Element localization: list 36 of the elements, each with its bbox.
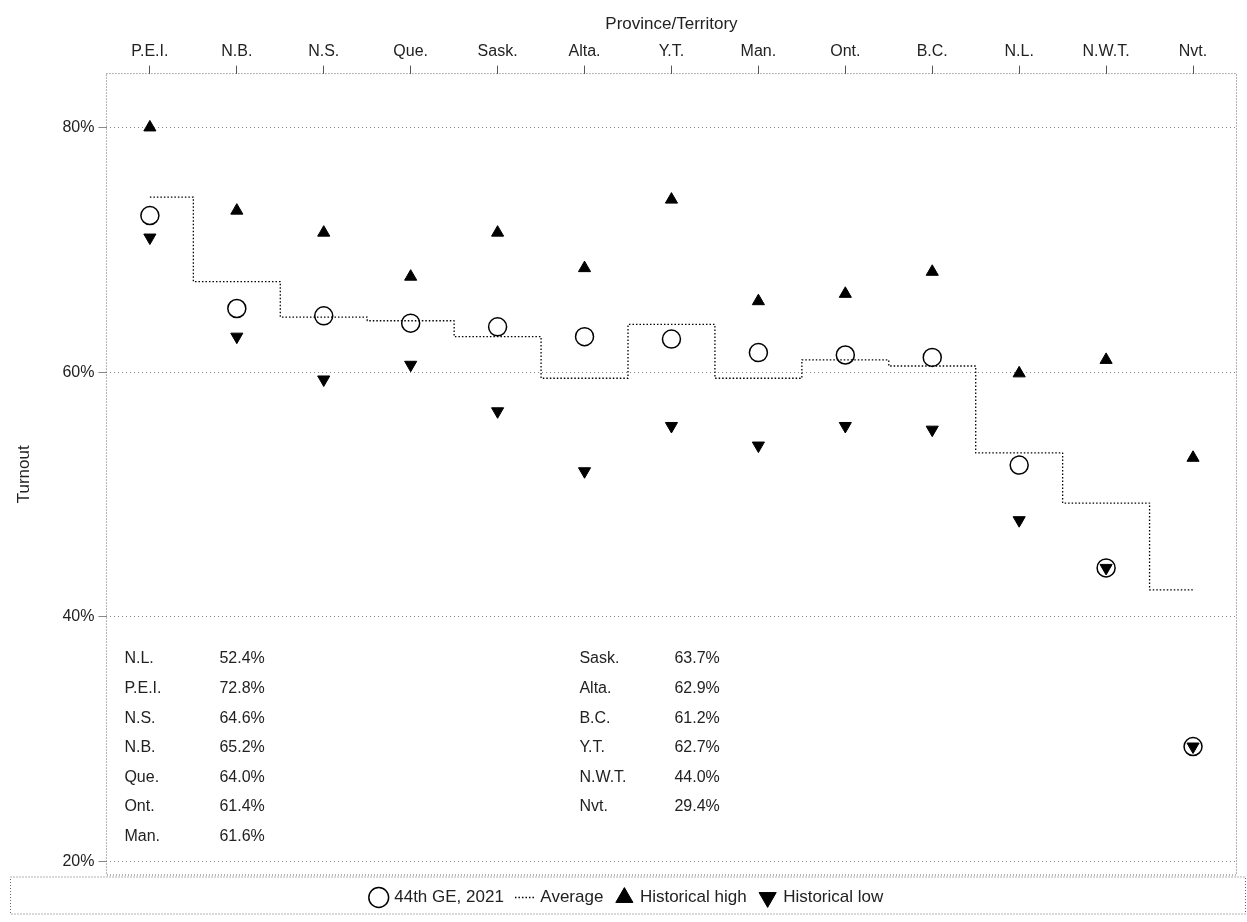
text: B.C. 61.2%: [579, 708, 720, 726]
text: N.W.T. 44.0%: [579, 767, 720, 785]
x-tick-label: N.B.: [221, 42, 253, 60]
text: P.E.I. 72.8%: [124, 679, 265, 697]
x-axis-title: Province/Territory: [605, 13, 739, 33]
x-tick-label: P.E.I.: [131, 42, 169, 60]
text: Man. 61.6%: [124, 827, 265, 845]
text: Y.T. 62.7%: [579, 738, 720, 756]
x-tick-label: B.C.: [916, 42, 948, 60]
text: N.L. 52.4%: [124, 649, 265, 667]
y-tick-label: 20%: [62, 851, 95, 869]
x-tick-label: Ont.: [830, 42, 861, 60]
y-tick-label: 80%: [62, 117, 95, 135]
x-tick-label: Nvt.: [1178, 42, 1208, 60]
text: Alta. 62.9%: [579, 679, 720, 697]
legend-label: Historical low: [783, 887, 884, 907]
x-tick-label: Que.: [393, 42, 429, 60]
x-tick-label: N.S.: [308, 42, 340, 60]
x-tick-label: Alta.: [568, 42, 601, 60]
text: N.B. 65.2%: [124, 738, 265, 756]
y-tick-label: 40%: [62, 607, 95, 625]
text: N.S. 64.6%: [124, 708, 265, 726]
x-tick-label: N.L.: [1004, 42, 1034, 60]
text: Ont. 61.4%: [124, 797, 265, 815]
legend-label: Average: [540, 887, 604, 907]
x-tick-label: N.W.T.: [1082, 42, 1130, 60]
y-tick-label: 60%: [62, 362, 95, 380]
x-tick-label: Sask.: [477, 42, 518, 60]
y-axis-title: Turnout: [13, 445, 33, 504]
x-tick-label: Y.T.: [658, 42, 685, 60]
legend-label: 44th GE, 2021: [394, 887, 504, 907]
x-tick-label: Man.: [740, 42, 777, 60]
text: Que. 64.0%: [124, 767, 265, 785]
text: Sask. 63.7%: [579, 649, 720, 667]
legend-label: Historical high: [639, 887, 747, 907]
text: Nvt. 29.4%: [579, 797, 720, 815]
